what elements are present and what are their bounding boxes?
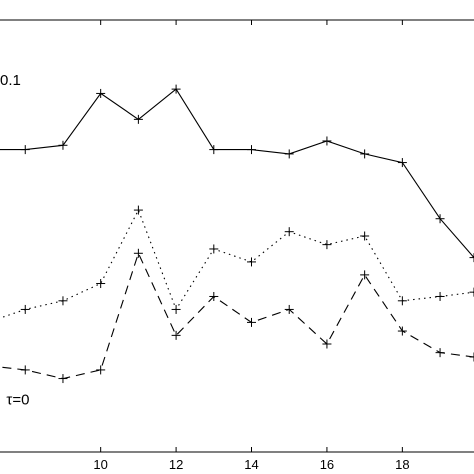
x-tick-label: 18 — [395, 457, 409, 472]
data-point — [209, 244, 219, 254]
series-line-solid — [0, 88, 474, 258]
data-point — [171, 304, 181, 314]
data-point — [58, 374, 68, 384]
data-point — [360, 231, 370, 241]
data-point — [322, 136, 332, 146]
data-point — [58, 140, 68, 150]
data-point — [469, 253, 474, 263]
data-point — [96, 279, 106, 289]
data-point — [247, 145, 257, 155]
data-point — [247, 257, 257, 267]
data-point — [96, 88, 106, 98]
data-point — [397, 158, 407, 168]
data-point — [20, 145, 30, 155]
series-dotted — [0, 205, 474, 319]
data-point — [284, 227, 294, 237]
annotation-label: 0.1 — [0, 72, 21, 89]
data-point — [284, 304, 294, 314]
data-point — [20, 304, 30, 314]
annotation-label: τ=0 — [6, 391, 29, 408]
data-point — [469, 287, 474, 297]
x-tick-label: 16 — [320, 457, 334, 472]
series-solid — [0, 84, 474, 263]
data-point — [133, 205, 143, 215]
series-line-dashed — [0, 251, 474, 380]
series-layer — [0, 84, 474, 384]
data-point — [171, 330, 181, 340]
data-point — [435, 348, 445, 358]
x-tick-label: 14 — [244, 457, 258, 472]
data-point — [284, 149, 294, 159]
data-point — [397, 326, 407, 336]
data-point — [247, 317, 257, 327]
data-point — [209, 145, 219, 155]
data-point — [435, 291, 445, 301]
data-point — [435, 214, 445, 224]
data-point — [469, 352, 474, 362]
data-point — [397, 296, 407, 306]
x-tick-label: 10 — [93, 457, 107, 472]
data-point — [360, 270, 370, 280]
data-point — [133, 114, 143, 124]
data-point — [96, 365, 106, 375]
data-point — [58, 296, 68, 306]
data-point — [322, 339, 332, 349]
data-point — [322, 240, 332, 250]
data-point — [209, 291, 219, 301]
data-point — [133, 248, 143, 258]
series-dashed — [0, 248, 474, 384]
axes: 10 12 14 16 18 — [0, 19, 474, 472]
data-point — [20, 365, 30, 375]
data-point — [360, 149, 370, 159]
annotation-layer: 0.1 τ=0 — [0, 72, 29, 409]
data-point — [171, 84, 181, 94]
x-tick-label: 12 — [169, 457, 183, 472]
